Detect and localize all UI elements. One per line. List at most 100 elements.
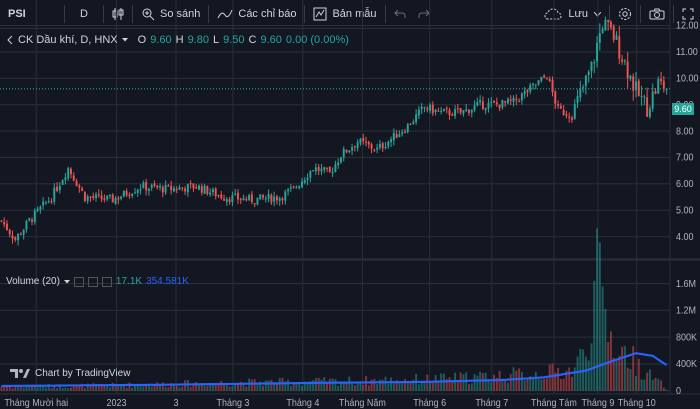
volume-bar [225,384,228,391]
toolbar-divider [64,5,65,23]
compare-plus-icon [142,8,155,21]
volume-bar [537,378,540,391]
candle [334,160,337,173]
volume-bar [264,380,267,391]
chart-type-button[interactable] [106,0,130,28]
candle-body [609,21,612,28]
candle [518,98,521,103]
settings-indicator-icon[interactable] [87,276,98,287]
candle [548,76,551,83]
candle-body [86,196,89,202]
volume-bar [284,381,287,391]
volume-bar [61,387,64,391]
volume-bar [200,382,203,391]
candle-body [448,109,451,116]
candle-body [559,105,562,109]
volume-legend[interactable]: Volume (20) 17.1K 354.581K [6,276,189,287]
candle-body [8,229,11,235]
volume-bar [95,384,97,391]
volume-bar [31,385,33,391]
high-value: 9.80 [187,34,209,46]
volume-bar [337,385,340,391]
volume-bar [506,382,509,391]
candle [11,230,14,244]
volume-bar [339,381,342,391]
series-title[interactable]: CK Dầu khí, D, HNX [18,34,118,46]
candle [184,186,187,195]
volume-bar [545,378,548,391]
volume-bar [259,381,262,391]
candle [200,183,203,196]
remove-indicator-icon[interactable] [101,276,112,287]
collapse-legend-icon[interactable] [6,36,14,44]
candle-body [64,177,67,181]
interval-button[interactable]: D [80,8,88,20]
volume-bar [565,370,568,391]
hide-indicator-icon[interactable] [73,276,84,287]
volume-bar [373,378,376,391]
settings-button[interactable] [612,0,638,28]
volume-axis[interactable]: 1.6M 1.2M 800K 400K 0 [676,278,698,396]
candle-body [598,33,601,43]
volume-bar [167,387,170,391]
chevron-down-icon[interactable] [121,38,128,42]
candle [111,193,114,203]
candle-body [161,187,164,193]
candle [50,198,53,204]
volume-bar [635,376,637,391]
volume-bar [404,379,406,391]
undo-button[interactable] [388,0,412,28]
chevron-down-icon[interactable] [63,279,70,284]
redo-button[interactable] [412,0,436,28]
volume-bar [50,387,53,391]
time-axis[interactable]: Tháng Mười hai 2023 3 Tháng 3 Tháng 4 Tháng N… [4,397,655,407]
candle-body [356,142,359,149]
candle [607,19,610,31]
snapshot-button[interactable] [643,0,671,28]
series-legend[interactable]: CK Dầu khí, D, HNX O 9.60 H 9.80 L 9.50 C 9.… [6,34,349,46]
candle-body [142,182,145,189]
templates-button[interactable]: Bản mẫu [307,0,382,28]
candle [381,141,384,152]
volume-title[interactable]: Volume (20) [6,276,60,287]
symbol-search[interactable]: PSI [8,8,26,20]
candle [609,20,612,31]
candle [512,95,515,107]
candle [584,74,587,95]
candle [398,130,401,138]
candle [292,185,295,189]
volume-bar [429,381,431,391]
compare-button[interactable]: So sánh [135,0,206,28]
volume-bar [646,372,649,391]
volume-bar [509,374,512,391]
candle [314,163,317,175]
volume-bar [287,379,290,391]
volume-bar [543,378,546,391]
tradingview-watermark[interactable]: Chart by TradingView [10,367,130,379]
candle [454,104,457,120]
candle [92,192,95,201]
volume-bar [25,386,28,391]
candle [401,129,404,137]
indicators-button[interactable]: Các chỉ báo [211,0,302,28]
candle [490,96,493,108]
candle-body [626,61,629,79]
candle-body [621,59,624,62]
candle [234,188,237,196]
volume-bar [529,376,532,391]
volume-bar [5,386,8,391]
compare-label: So sánh [160,8,201,20]
fullscreen-button[interactable] [676,0,700,28]
volume-bar [53,386,56,391]
candle-body [136,189,139,193]
candle [348,150,351,154]
volume-bar [36,387,39,391]
volume-bar [228,386,231,391]
candle-body [401,132,404,134]
volume-bar [111,382,114,391]
candle-body [170,185,173,191]
time-tick-label: Tháng Năm [339,397,386,407]
volume-bar [381,379,384,391]
